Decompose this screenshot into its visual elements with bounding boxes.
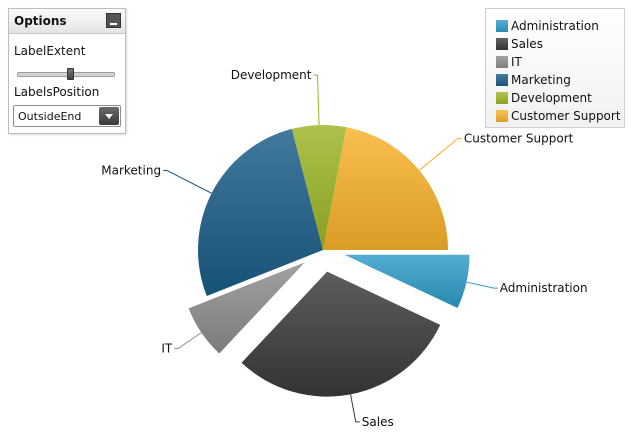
- legend-item-it: IT: [496, 53, 522, 71]
- options-header: Options: [9, 9, 125, 34]
- connector-administration: [466, 281, 498, 289]
- legend-swatch: [496, 74, 508, 86]
- legend-swatch: [496, 92, 508, 104]
- chevron-down-icon[interactable]: [99, 107, 119, 125]
- pie-slices: [188, 125, 470, 397]
- chart-legend: Administration Sales IT Marketing Developmen…: [485, 8, 625, 128]
- connector-development: [313, 74, 320, 126]
- label-marketing: Marketing: [101, 164, 161, 178]
- connector-it: [174, 332, 202, 349]
- slice-customer-support[interactable]: [323, 127, 448, 250]
- slice-labels: Administration Sales IT Marketing Developmen…: [101, 68, 587, 429]
- label-extent-slider[interactable]: [17, 68, 115, 80]
- label-extent-label: LabelExtent: [14, 44, 86, 58]
- legend-item-marketing: Marketing: [496, 71, 571, 89]
- slice-administration[interactable]: [344, 254, 470, 309]
- slice-sales[interactable]: [241, 271, 441, 397]
- legend-swatch: [496, 20, 508, 32]
- legend-label: Sales: [511, 37, 543, 51]
- labels-position-value: OutsideEnd: [18, 110, 82, 123]
- options-panel: Options LabelExtent LabelsPosition Outsi…: [8, 8, 126, 134]
- slider-thumb[interactable]: [66, 68, 74, 80]
- legend-swatch: [496, 38, 508, 50]
- legend-item-sales: Sales: [496, 35, 543, 53]
- labels-position-select[interactable]: OutsideEnd: [13, 105, 121, 127]
- legend-item-customer-support: Customer Support: [496, 107, 621, 125]
- slice-marketing[interactable]: [197, 128, 323, 297]
- label-it: IT: [161, 341, 173, 355]
- labels-position-label: LabelsPosition: [14, 85, 100, 99]
- slice-it[interactable]: [188, 262, 305, 354]
- connector-customer-support: [418, 137, 462, 171]
- connector-sales: [350, 394, 360, 423]
- legend-item-administration: Administration: [496, 17, 599, 35]
- legend-label: Marketing: [511, 73, 571, 87]
- options-title: Options: [14, 14, 67, 28]
- legend-swatch: [496, 110, 508, 122]
- slider-track[interactable]: [17, 72, 115, 77]
- legend-label: Development: [511, 91, 592, 105]
- legend-item-development: Development: [496, 89, 592, 107]
- label-development: Development: [231, 68, 312, 82]
- label-customer-support: Customer Support: [464, 131, 574, 145]
- legend-label: Customer Support: [511, 109, 621, 123]
- label-connectors: [163, 74, 498, 423]
- legend-label: Administration: [511, 19, 599, 33]
- legend-swatch: [496, 56, 508, 68]
- connector-marketing: [163, 170, 212, 194]
- label-administration: Administration: [500, 281, 588, 295]
- collapse-icon[interactable]: [106, 13, 121, 28]
- slice-development[interactable]: [291, 125, 347, 250]
- legend-label: IT: [511, 55, 522, 69]
- label-sales: Sales: [362, 415, 394, 429]
